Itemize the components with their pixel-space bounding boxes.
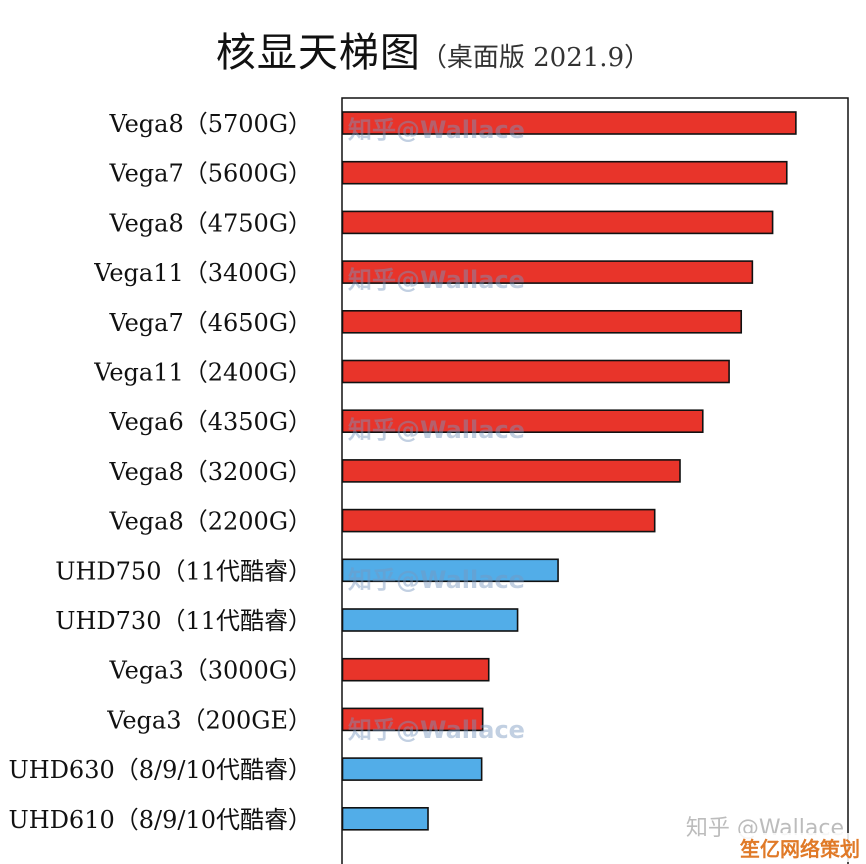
- category-label: Vega6（4350G）: [108, 408, 312, 436]
- category-label: UHD750（11代酷睿）: [55, 557, 312, 585]
- bar: [341, 707, 484, 732]
- category-label: Vega8（5700G）: [108, 110, 312, 138]
- category-label: Vega8（4750G）: [108, 209, 312, 237]
- category-label: Vega11（2400G）: [93, 359, 312, 387]
- bar: [341, 409, 704, 434]
- bar: [341, 657, 490, 682]
- bar: [341, 359, 730, 384]
- bar: [341, 309, 743, 334]
- category-label: Vega8（3200G）: [108, 458, 312, 486]
- chart-title-row: 核显天梯图（桌面版 2021.9）: [0, 20, 866, 78]
- category-label: UHD630（8/9/10代酷睿）: [9, 756, 312, 784]
- category-label: Vega3（3000G）: [108, 657, 312, 685]
- bar: [341, 459, 681, 483]
- bar: [341, 558, 559, 583]
- bar: [341, 508, 656, 533]
- bar: [341, 111, 797, 135]
- bar: [341, 260, 754, 284]
- category-label: UHD610（8/9/10代酷睿）: [9, 806, 312, 834]
- chart-subtitle: （桌面版 2021.9）: [420, 43, 651, 73]
- category-label: Vega11（3400G）: [93, 259, 312, 287]
- bar: [341, 210, 774, 235]
- chart-title: 核显天梯图: [215, 30, 421, 76]
- corner-watermark: 笙亿网络策划: [736, 833, 864, 862]
- category-label: UHD730（11代酷睿）: [55, 607, 312, 635]
- bar: [341, 806, 429, 831]
- bar: [341, 160, 788, 185]
- bar: [341, 757, 483, 781]
- bar: [341, 608, 519, 632]
- category-label: Vega3（200GE）: [106, 706, 312, 734]
- category-label: Vega8（2200G）: [108, 508, 312, 536]
- category-label: Vega7（5600G）: [108, 160, 312, 188]
- category-label: Vega7（4650G）: [108, 309, 312, 337]
